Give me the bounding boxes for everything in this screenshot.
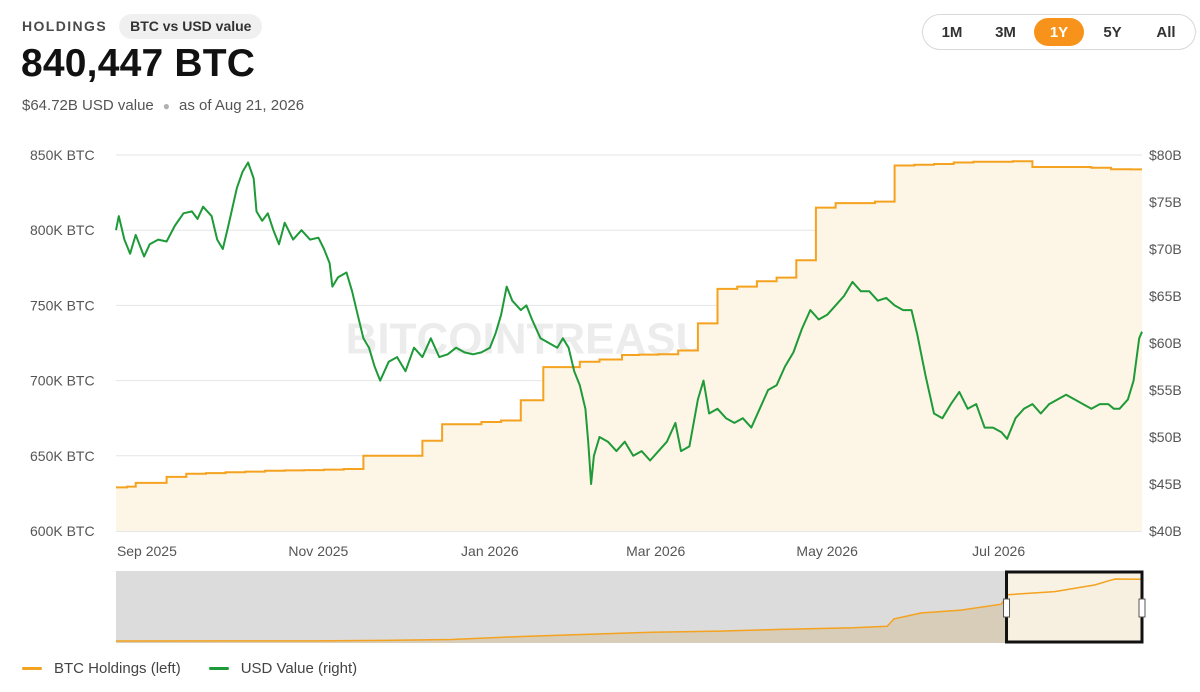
as-of-date: as of Aug 21, 2026 <box>179 97 305 114</box>
y-right-tick-label: $75B <box>1149 194 1182 210</box>
btc-holdings-area <box>116 161 1142 532</box>
legend-label: USD Value (right) <box>240 660 358 677</box>
x-tick-label: Sep 2025 <box>117 543 177 559</box>
y-right-tick-label: $40B <box>1149 523 1182 539</box>
time-range-selector: 1M 3M 1Y 5Y All <box>922 14 1196 50</box>
legend-item[interactable]: USD Value (right) <box>208 660 358 677</box>
navigator-selection[interactable] <box>1006 571 1142 643</box>
section-title: HOLDINGS <box>22 18 108 34</box>
y-right-tick-label: $60B <box>1149 335 1182 351</box>
holdings-value: 840,447 BTC <box>21 42 256 85</box>
range-navigator <box>115 570 1146 644</box>
separator-dot: ● <box>162 98 170 113</box>
y-right-tick-label: $70B <box>1149 241 1182 257</box>
x-tick-label: May 2026 <box>796 543 858 559</box>
range-button-all[interactable]: All <box>1156 23 1176 41</box>
mode-pill[interactable]: BTC vs USD value <box>119 13 263 39</box>
usd-value: $64.72B USD value <box>22 97 154 114</box>
x-tick-label: Jul 2026 <box>972 543 1025 559</box>
x-tick-label: Jan 2026 <box>461 543 519 559</box>
range-button-1m[interactable]: 1M <box>941 23 963 41</box>
y-left-tick-label: 700K BTC <box>30 373 95 389</box>
x-tick-label: Mar 2026 <box>626 543 685 559</box>
y-axis-right: $40B $45B $50B $55B $60B $65B $70B $75B $80B <box>1149 147 1182 539</box>
legend: BTC Holdings (left) USD Value (right) <box>22 660 385 677</box>
range-button-5y[interactable]: 5Y <box>1103 23 1122 41</box>
x-tick-label: Nov 2025 <box>288 543 348 559</box>
navigator-handle-right[interactable] <box>1138 598 1146 618</box>
btc-holdings-line <box>116 160 1142 489</box>
usd-value-line-series <box>115 161 1143 485</box>
y-right-tick-label: $65B <box>1149 288 1182 304</box>
header-row: HOLDINGS BTC vs USD value <box>22 13 263 39</box>
navigator-handle-left[interactable] <box>1003 598 1011 618</box>
y-left-tick-label: 600K BTC <box>30 523 95 539</box>
y-right-tick-label: $50B <box>1149 429 1182 445</box>
y-right-tick-label: $80B <box>1149 147 1182 163</box>
y-left-tick-label: 850K BTC <box>30 147 95 163</box>
y-left-tick-label: 750K BTC <box>30 297 95 313</box>
legend-swatch <box>208 667 229 670</box>
usd-value-line: $64.72B USD value ● as of Aug 21, 2026 <box>22 97 304 114</box>
range-button-3m[interactable]: 3M <box>995 23 1016 41</box>
legend-item[interactable]: BTC Holdings (left) <box>22 660 181 677</box>
legend-swatch <box>22 667 42 670</box>
y-left-tick-label: 800K BTC <box>30 222 95 238</box>
y-right-tick-label: $55B <box>1149 382 1182 398</box>
x-axis: Sep 2025 Nov 2025 Jan 2026 Mar 2026 May 2026… <box>117 543 1025 559</box>
navigator-selection-line <box>1007 578 1143 596</box>
y-axis-left: 600K BTC 650K BTC 700K BTC 750K BTC 800K BTC… <box>30 147 95 539</box>
range-button-1y[interactable]: 1Y <box>1034 18 1084 46</box>
legend-label: BTC Holdings (left) <box>54 660 181 677</box>
y-left-tick-label: 650K BTC <box>30 448 95 464</box>
y-right-tick-label: $45B <box>1149 476 1182 492</box>
